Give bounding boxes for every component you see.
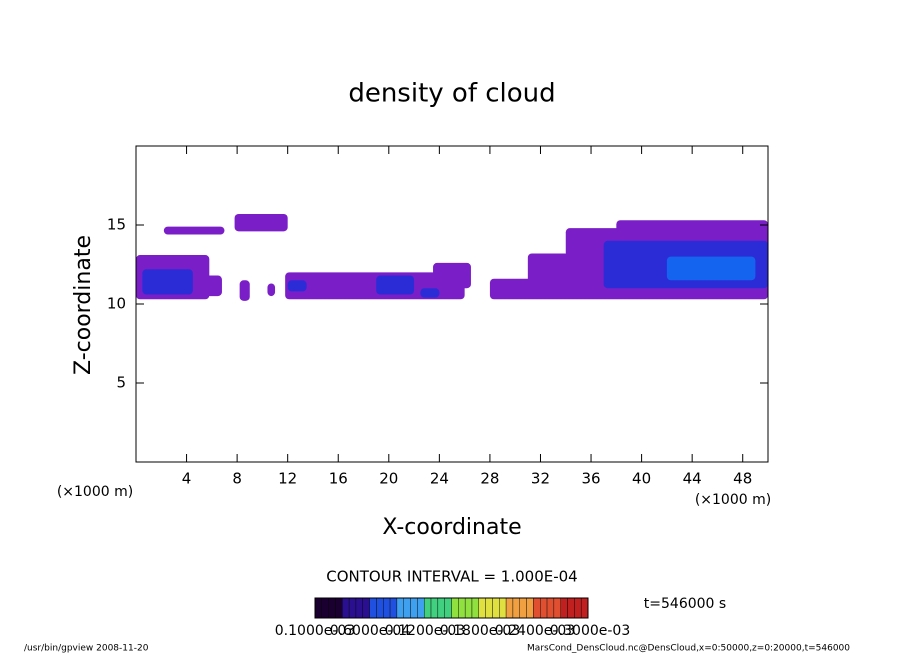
colorbar-stripe (553, 597, 561, 619)
y-axis-label: Z-coordinate (71, 235, 96, 375)
x-axis-label: X-coordinate (382, 515, 521, 540)
colorbar-stripe (499, 597, 507, 619)
time-label: t=546000 s (644, 596, 726, 612)
colorbar-stripe (478, 597, 486, 619)
y-tick-label: 5 (116, 374, 126, 392)
colorbar-label: 0.1000e-03 (275, 623, 355, 639)
footer-right: MarsCond_DensCloud.nc@DensCloud,x=0:5000… (527, 644, 850, 654)
colorbar-stripe (321, 597, 329, 619)
x-tick-label: 44 (683, 470, 702, 488)
cloud-region (204, 275, 222, 297)
cloud-region (163, 226, 225, 235)
colorbar-stripe (546, 597, 555, 619)
footer-left: /usr/bin/gpview 2008-11-20 (24, 644, 149, 654)
colorbar-stripe (492, 597, 500, 619)
colorbar-stripe (560, 597, 568, 619)
x-tick-label: 32 (531, 470, 550, 488)
colorbar-stripe (430, 597, 439, 619)
colorbar-stripe (410, 597, 418, 619)
x-tick-label: 36 (581, 470, 600, 488)
colorbar-stripe (362, 597, 370, 619)
colorbar-stripe (328, 597, 336, 619)
cloud-region (239, 280, 250, 301)
colorbar-stripe (355, 597, 363, 619)
colorbar-stripe (580, 597, 589, 619)
cloud-region (234, 213, 288, 232)
y-tick-label: 10 (107, 295, 126, 313)
colorbar-frame (314, 597, 589, 619)
cloud-region (420, 288, 440, 298)
colorbar-stripe (444, 597, 452, 619)
colorbar-stripe (451, 597, 459, 619)
x-tick-label: 28 (480, 470, 499, 488)
colorbar-label: 0.6000e-04 (330, 623, 411, 639)
colorbar-label: 0.2400e-03 (495, 623, 575, 639)
x-tick-label: 4 (182, 470, 192, 488)
colorbar-stripe (471, 597, 480, 619)
x-tick-label: 20 (379, 470, 398, 488)
colorbar-stripe (437, 597, 445, 619)
colorbar-stripe (533, 597, 541, 619)
colorbar-stripe (526, 597, 534, 619)
colorbar-stripe (335, 597, 343, 619)
colorbar-stripe (369, 597, 377, 619)
colorbar-label: 0.1800e-03 (440, 623, 520, 639)
colorbar-stripe (342, 597, 350, 619)
contour-interval: CONTOUR INTERVAL = 1.000E-04 (326, 568, 577, 586)
colorbar-stripe (574, 597, 582, 619)
colorbar-stripe (458, 597, 466, 619)
cloud-region (376, 275, 415, 295)
colorbar-stripe (540, 597, 548, 619)
colorbar-label: 0.1200e-03 (385, 623, 465, 639)
colorbar-stripe (396, 597, 404, 619)
colorbar-label: 0.3000e-03 (550, 623, 630, 639)
x-tick-label: 8 (232, 470, 242, 488)
x-tick-label: 48 (733, 470, 752, 488)
cloud-region (287, 280, 307, 292)
x-tick-label: 12 (278, 470, 297, 488)
plot-frame (135, 145, 769, 463)
colorbar-stripe (403, 597, 411, 619)
colorbar-stripe (424, 597, 432, 619)
colorbar-stripe (383, 597, 391, 619)
colorbar-stripe (376, 597, 384, 619)
cloud-region (616, 220, 768, 233)
colorbar-stripe (519, 597, 527, 619)
x-tick-label: 24 (430, 470, 449, 488)
colorbar-stripe (485, 597, 493, 619)
cloud-region (433, 262, 471, 289)
x-unit: (×1000 m) (695, 492, 771, 508)
colorbar-stripe (512, 597, 520, 619)
chart-title: density of cloud (348, 79, 555, 109)
cloud-region (142, 269, 193, 295)
cloud-region (666, 256, 756, 281)
y-unit: (×1000 m) (57, 484, 133, 500)
cloud-region (285, 272, 465, 300)
colorbar-stripe (314, 597, 323, 619)
y-tick-label: 15 (107, 216, 126, 234)
colorbar-stripe (417, 597, 425, 619)
colorbar-stripe (348, 597, 357, 619)
colorbar-stripe (389, 597, 398, 619)
cloud-region (267, 283, 276, 297)
x-tick-label: 16 (329, 470, 348, 488)
colorbar-stripe (505, 597, 514, 619)
x-tick-label: 40 (632, 470, 651, 488)
colorbar-stripe (567, 597, 575, 619)
colorbar-stripe (464, 597, 473, 619)
